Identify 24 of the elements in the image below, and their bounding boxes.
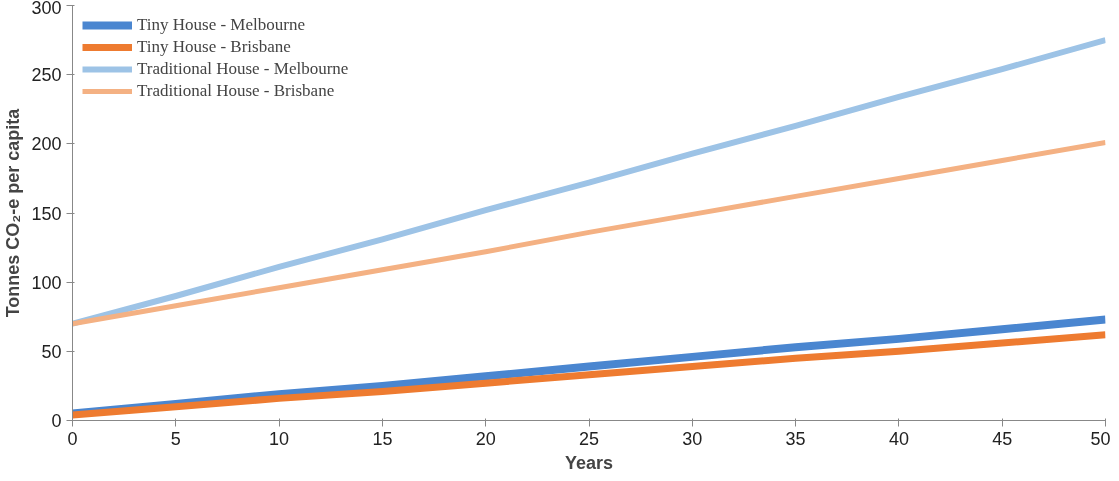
- x-tick-label: 10: [269, 428, 290, 449]
- x-tick-label: 20: [475, 428, 496, 449]
- y-tick-label: 100: [31, 272, 62, 293]
- legend-label: Tiny House - Brisbane: [137, 37, 291, 57]
- x-tick-label: 35: [785, 428, 806, 449]
- x-tick-label: 0: [67, 428, 78, 449]
- x-tick-label: 5: [170, 428, 181, 449]
- x-axis-title: Years: [564, 452, 614, 473]
- x-tick-label: 25: [578, 428, 600, 449]
- legend-label: Tiny House - Melbourne: [137, 15, 305, 35]
- y-tick-label: 50: [41, 341, 62, 362]
- y-tick-label: 250: [31, 65, 62, 86]
- legend-label: Traditional House - Brisbane: [137, 81, 335, 101]
- x-tick-label: 50: [1090, 428, 1111, 449]
- x-tick-label: 15: [372, 428, 393, 449]
- x-tick-label: 45: [992, 428, 1013, 449]
- legend-label: Traditional House - Melbourne: [137, 59, 349, 79]
- y-tick-label: 200: [31, 134, 62, 155]
- x-tick-label: 30: [682, 428, 703, 449]
- y-tick-label: 150: [31, 203, 62, 224]
- y-tick-label: 300: [31, 0, 62, 18]
- y-axis-title: Tonnes CO₂-e per capita: [3, 107, 24, 318]
- x-tick-label: 40: [888, 428, 909, 449]
- y-tick-label: 0: [51, 411, 62, 431]
